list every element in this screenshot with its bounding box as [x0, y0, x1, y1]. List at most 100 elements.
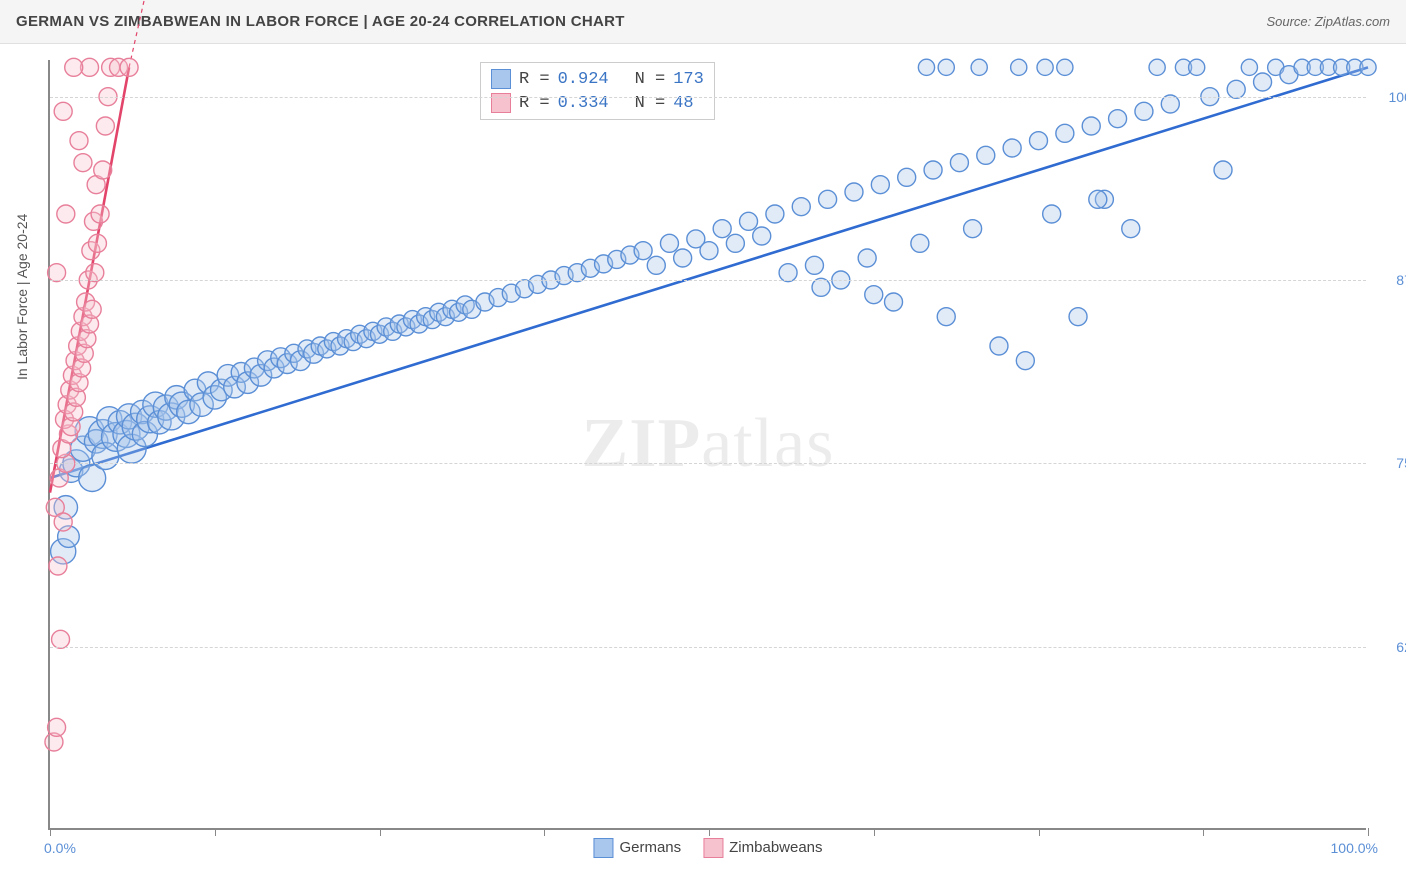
data-point [1122, 220, 1140, 238]
data-point [885, 293, 903, 311]
data-point [1056, 124, 1074, 142]
data-point [1082, 117, 1100, 135]
legend-swatch [593, 838, 613, 858]
scatter-svg [50, 60, 1366, 828]
data-point [96, 117, 114, 135]
data-point [660, 234, 678, 252]
data-point [91, 205, 109, 223]
x-tick [1203, 828, 1204, 836]
x-max-label: 100.0% [1331, 840, 1378, 856]
x-tick [544, 828, 545, 836]
data-point [950, 154, 968, 172]
data-point [819, 190, 837, 208]
data-point [865, 286, 883, 304]
data-point [1037, 59, 1053, 75]
y-axis-label: In Labor Force | Age 20-24 [14, 214, 30, 380]
title-bar: GERMAN VS ZIMBABWEAN IN LABOR FORCE | AG… [0, 0, 1406, 44]
data-point [1003, 139, 1021, 157]
data-point [52, 630, 70, 648]
data-point [990, 337, 1008, 355]
plot-area: ZIPatlas R =0.924N =173R =0.334N = 48 0.… [48, 60, 1366, 830]
legend-label: Zimbabweans [729, 839, 822, 856]
data-point [1149, 59, 1165, 75]
data-point [911, 234, 929, 252]
stats-r-label: R = [519, 70, 550, 89]
x-tick [1039, 828, 1040, 836]
data-point [57, 205, 75, 223]
stats-swatch [491, 69, 511, 89]
data-point [1161, 95, 1179, 113]
stats-n-label: N = [635, 70, 666, 89]
data-point [845, 183, 863, 201]
data-point [65, 58, 83, 76]
data-point [971, 59, 987, 75]
data-point [779, 264, 797, 282]
data-point [120, 58, 138, 76]
data-point [964, 220, 982, 238]
data-point [898, 168, 916, 186]
data-point [54, 513, 72, 531]
x-tick [215, 828, 216, 836]
data-point [1109, 110, 1127, 128]
gridline [50, 463, 1366, 464]
data-point [54, 102, 72, 120]
x-min-label: 0.0% [44, 840, 76, 856]
x-tick [1368, 828, 1369, 836]
data-point [700, 242, 718, 260]
gridline [50, 647, 1366, 648]
data-point [1214, 161, 1232, 179]
legend-label: Germans [619, 839, 681, 856]
data-point [48, 718, 66, 736]
data-point [924, 161, 942, 179]
stats-row: R =0.924N =173 [491, 67, 704, 91]
x-tick [874, 828, 875, 836]
gridline [50, 97, 1366, 98]
data-point [918, 59, 934, 75]
data-point [88, 234, 106, 252]
y-tick-label: 62.5% [1376, 639, 1406, 655]
data-point [49, 557, 67, 575]
data-point [977, 146, 995, 164]
data-point [1069, 308, 1087, 326]
legend-item: Germans [593, 838, 681, 858]
x-tick [709, 828, 710, 836]
x-tick [380, 828, 381, 836]
data-point [674, 249, 692, 267]
data-point [86, 264, 104, 282]
data-point [726, 234, 744, 252]
chart-title: GERMAN VS ZIMBABWEAN IN LABOR FORCE | AG… [16, 13, 625, 30]
data-point [812, 278, 830, 296]
data-point [83, 300, 101, 318]
trend-line [50, 67, 1368, 478]
data-point [1043, 205, 1061, 223]
data-point [1030, 132, 1048, 150]
data-point [1057, 59, 1073, 75]
y-tick-label: 75.0% [1376, 455, 1406, 471]
data-point [805, 256, 823, 274]
data-point [858, 249, 876, 267]
x-tick [50, 828, 51, 836]
data-point [1254, 73, 1272, 91]
gridline [50, 280, 1366, 281]
data-point [48, 264, 66, 282]
data-point [70, 132, 88, 150]
data-point [1360, 59, 1376, 75]
data-point [1135, 102, 1153, 120]
data-point [766, 205, 784, 223]
data-point [792, 198, 810, 216]
legend-swatch [703, 838, 723, 858]
data-point [1089, 190, 1107, 208]
data-point [871, 176, 889, 194]
data-point [1016, 352, 1034, 370]
data-point [713, 220, 731, 238]
data-point [1189, 59, 1205, 75]
data-point [740, 212, 758, 230]
stats-box: R =0.924N =173R =0.334N = 48 [480, 62, 715, 120]
data-point [94, 161, 112, 179]
data-point [938, 59, 954, 75]
data-point [634, 242, 652, 260]
source-label: Source: ZipAtlas.com [1266, 14, 1390, 29]
data-point [1011, 59, 1027, 75]
data-point [937, 308, 955, 326]
y-tick-label: 100.0% [1376, 89, 1406, 105]
